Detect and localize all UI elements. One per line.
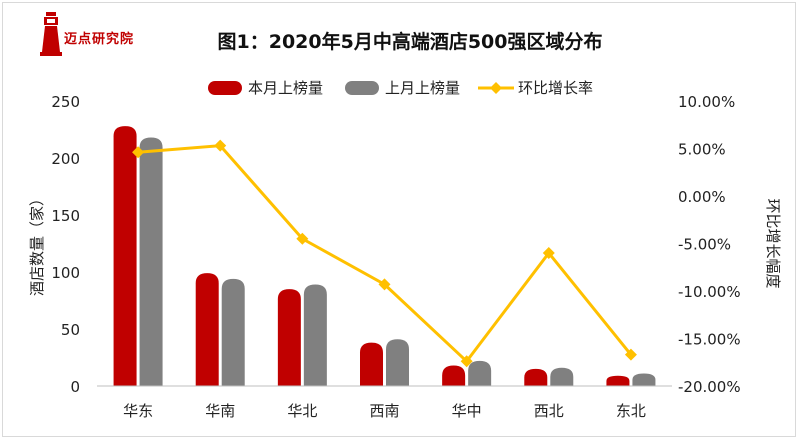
growth-rate-point — [214, 139, 227, 152]
x-tick-label: 华中 — [452, 402, 482, 420]
logo-name: 迈点研究院 — [64, 32, 135, 47]
logo — [36, 10, 156, 60]
bar-previous — [303, 284, 327, 386]
x-tick-label: 西南 — [369, 402, 399, 420]
chart-frame — [2, 2, 796, 437]
y2-axis-label: 环比增长幅度 — [764, 198, 782, 288]
bar-previous — [632, 373, 656, 386]
growth-rate-point — [460, 355, 473, 368]
bar-current — [360, 342, 383, 386]
bar-previous — [386, 339, 409, 386]
legend-label: 上月上榜量 — [385, 79, 460, 97]
bar-current — [524, 368, 548, 386]
legend-swatch — [208, 81, 242, 95]
x-tick-label: 西北 — [534, 402, 564, 420]
bar-previous — [468, 360, 492, 386]
chart-title: 图1：2020年5月中高端酒店500强区域分布 — [217, 31, 603, 53]
growth-rate-point — [132, 146, 145, 159]
growth-rate-point — [378, 278, 391, 291]
growth-rate-point — [296, 232, 309, 245]
bar-current — [113, 126, 137, 386]
bar-current — [442, 365, 466, 386]
y-tick-label: 50 — [61, 321, 80, 339]
y2-tick-label: 0.00% — [678, 188, 726, 206]
bar-previous — [221, 278, 245, 386]
y2-tick-label: 5.00% — [678, 141, 726, 159]
x-tick-label: 东北 — [616, 402, 646, 420]
x-tick-label: 华东 — [123, 402, 153, 420]
x-tick-label: 华南 — [205, 402, 235, 420]
y2-tick-label: -15.00% — [678, 331, 741, 349]
y-tick-label: 200 — [51, 150, 80, 168]
legend-swatch — [345, 81, 379, 95]
bar-previous — [139, 137, 163, 386]
y-tick-label: 100 — [51, 264, 80, 282]
legend-marker — [490, 82, 502, 94]
legend-label: 本月上榜量 — [248, 79, 323, 97]
bar-previous — [550, 367, 574, 386]
bar-current — [277, 289, 301, 386]
bar-current — [606, 375, 630, 386]
y2-tick-label: -20.00% — [678, 378, 741, 396]
bar-current — [195, 273, 219, 386]
y-tick-label: 250 — [51, 93, 80, 111]
growth-rate-point — [624, 348, 637, 361]
y-axis-label: 酒店数量（家） — [28, 191, 46, 296]
y-tick-label: 150 — [51, 207, 80, 225]
y-tick-label: 0 — [70, 378, 80, 396]
y2-tick-label: 10.00% — [678, 93, 735, 111]
growth-rate-point — [542, 247, 555, 259]
x-tick-label: 华北 — [287, 402, 317, 420]
y2-tick-label: -10.00% — [678, 283, 741, 301]
lighthouse-icon — [40, 12, 62, 56]
legend-label: 环比增长率 — [518, 79, 593, 97]
y2-tick-label: -5.00% — [678, 236, 731, 254]
